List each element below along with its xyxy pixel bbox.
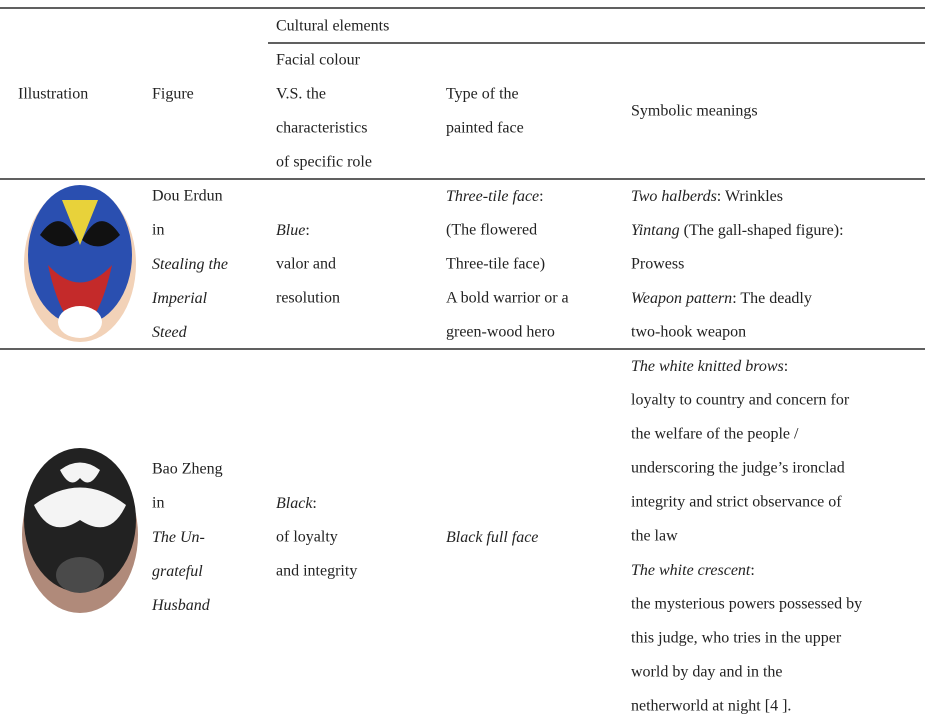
cell-type: Three-tile face: — [446, 188, 544, 205]
column-header: Figure — [152, 86, 194, 103]
cell-symbolic: Prowess — [631, 256, 684, 273]
cell-symbolic: netherworld at night [4 ]. — [631, 698, 791, 715]
cell-figure-run: The Un- — [152, 529, 205, 546]
cell-symbolic-run: : Wrinkles — [717, 188, 783, 205]
cell-facial: valor and — [276, 256, 336, 273]
group-header: Cultural elements — [276, 18, 389, 35]
cell-type: Black full face — [446, 529, 538, 546]
cell-symbolic: integrity and strict observance of — [631, 494, 842, 511]
cell-symbolic: this judge, who tries in the upper — [631, 630, 842, 647]
cell-facial: and integrity — [276, 563, 357, 580]
cell-symbolic-run: The white knitted brows — [631, 358, 784, 375]
cell-symbolic-run: : — [750, 562, 754, 579]
cell-facial: Black: — [276, 495, 317, 512]
cell-symbolic: underscoring the judge’s ironclad — [631, 460, 845, 477]
column-header: Symbolic meanings — [631, 103, 758, 120]
cell-facial: of loyalty — [276, 529, 338, 546]
cell-symbolic-run: The white crescent — [631, 562, 751, 579]
cell-symbolic-run: Weapon pattern — [631, 290, 732, 307]
cell-facial-run: Blue — [276, 222, 305, 239]
cell-figure: Dou Erdun — [152, 188, 223, 205]
cell-facial: Blue: — [276, 222, 310, 239]
cell-figure-run: Husband — [151, 597, 211, 614]
column-header: of specific role — [276, 154, 372, 171]
cell-symbolic: Two halberds: Wrinkles — [631, 188, 783, 205]
cell-symbolic: the welfare of the people / — [631, 426, 799, 443]
cell-type: (The flowered — [446, 222, 537, 239]
cell-symbolic: the law — [631, 528, 678, 545]
cell-type: A bold warrior or a — [446, 290, 569, 307]
cell-symbolic: The white knitted brows: — [631, 358, 788, 375]
cell-symbolic-run: Yintang — [631, 222, 680, 239]
cell-figure: Imperial — [151, 290, 208, 307]
cell-figure: Bao Zheng — [152, 461, 223, 478]
column-header: V.S. the — [276, 86, 326, 103]
cell-figure: The Un- — [152, 529, 205, 546]
column-header: characteristics — [276, 120, 368, 137]
cell-figure: in — [152, 495, 164, 512]
cell-type: green-wood hero — [446, 324, 555, 341]
column-header: Illustration — [18, 86, 88, 103]
cell-figure: in — [152, 222, 164, 239]
cell-facial-run: : — [305, 222, 309, 239]
cell-figure: Steed — [152, 324, 188, 341]
cell-figure-run: Steed — [152, 324, 188, 341]
cell-type-run: : — [539, 188, 543, 205]
cell-symbolic-run: : The deadly — [732, 290, 812, 307]
cell-symbolic: two-hook weapon — [631, 324, 746, 341]
cell-figure-run: grateful — [152, 563, 203, 580]
cell-figure-run: Stealing the — [152, 256, 228, 273]
mask-black — [22, 448, 138, 613]
cell-symbolic: The white crescent: — [631, 562, 755, 579]
cell-symbolic: Yintang (The gall-shaped figure): — [631, 222, 844, 239]
column-header: painted face — [446, 120, 524, 137]
cell-facial: resolution — [276, 290, 340, 307]
cell-type: Three-tile face) — [446, 256, 545, 273]
cell-type-run: Black full face — [446, 529, 538, 546]
cell-figure: Husband — [151, 597, 211, 614]
cell-figure: Stealing the — [152, 256, 228, 273]
cell-symbolic-run: Two halberds — [631, 188, 717, 205]
mask-blue — [24, 185, 136, 342]
cell-symbolic-run: : — [784, 358, 788, 375]
cell-type-run: Three-tile face — [446, 188, 539, 205]
cell-facial-run: Black — [276, 495, 313, 512]
cell-facial-run: : — [312, 495, 316, 512]
cell-symbolic-run: (The gall-shaped figure): — [680, 222, 844, 239]
cell-figure-run: Imperial — [151, 290, 208, 307]
cell-symbolic: Weapon pattern: The deadly — [631, 290, 812, 307]
column-header: Facial colour — [276, 52, 361, 69]
column-header: Type of the — [446, 86, 519, 103]
cell-symbolic: the mysterious powers possessed by — [631, 596, 862, 613]
cell-symbolic: world by day and in the — [631, 664, 783, 681]
cell-symbolic: loyalty to country and concern for — [631, 392, 850, 409]
cell-figure: grateful — [152, 563, 203, 580]
